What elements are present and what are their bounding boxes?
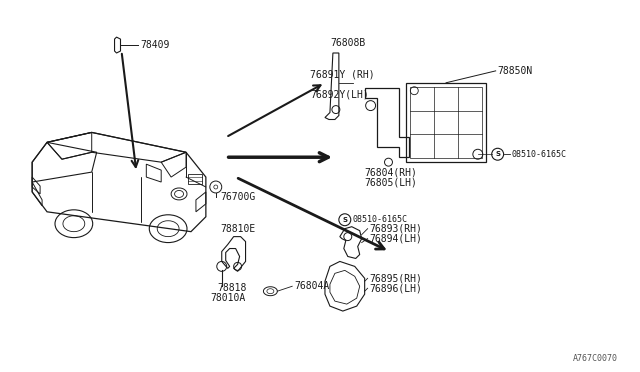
Text: 76896(LH): 76896(LH): [370, 283, 422, 293]
Text: 78810E: 78810E: [221, 224, 256, 234]
Bar: [406, 83, 486, 162]
Text: 76891Y (RH): 76891Y (RH): [310, 70, 374, 80]
Text: 78010A: 78010A: [211, 293, 246, 303]
Text: 78818: 78818: [218, 283, 247, 293]
Text: A767C0070: A767C0070: [573, 354, 618, 363]
Text: 76894(LH): 76894(LH): [370, 234, 422, 244]
Text: 76804A: 76804A: [294, 281, 330, 291]
Text: S: S: [495, 151, 500, 157]
Bar: [410, 87, 482, 158]
Text: 76808B: 76808B: [330, 38, 365, 48]
Text: 76895(RH): 76895(RH): [370, 273, 422, 283]
Text: 76804(RH): 76804(RH): [365, 167, 417, 177]
Text: 78409: 78409: [140, 40, 170, 50]
Text: S: S: [342, 217, 348, 223]
Text: 76892Y(LH): 76892Y(LH): [310, 90, 369, 100]
Text: 78850N: 78850N: [498, 66, 533, 76]
Text: 76893(RH): 76893(RH): [370, 224, 422, 234]
Text: 76700G: 76700G: [221, 192, 256, 202]
Bar: [188, 174, 202, 184]
Text: 76805(LH): 76805(LH): [365, 177, 417, 187]
Text: 08510-6165C: 08510-6165C: [353, 215, 408, 224]
Text: 08510-6165C: 08510-6165C: [511, 150, 566, 159]
